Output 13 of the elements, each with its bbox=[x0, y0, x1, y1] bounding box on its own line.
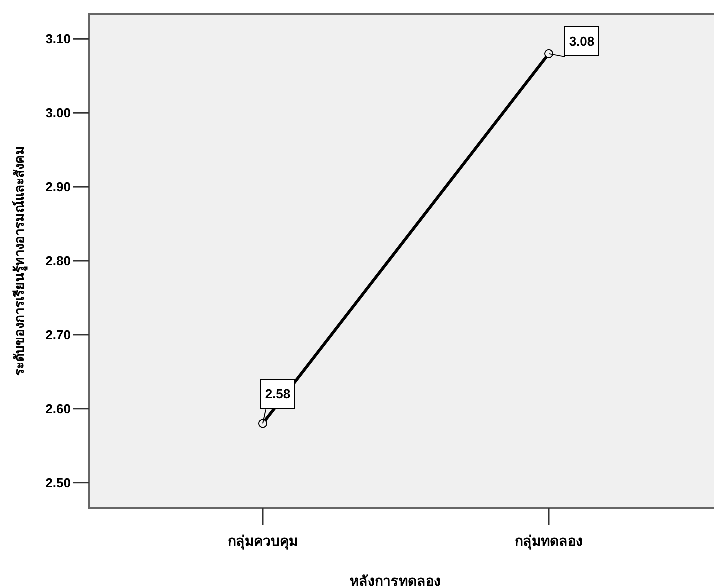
data-label: 2.58 bbox=[265, 386, 291, 402]
x-axis-title: หลังการทดลอง bbox=[350, 573, 441, 588]
y-tick-label: 2.60 bbox=[46, 401, 71, 416]
x-tick-label: กลุ่มควบคุม bbox=[228, 533, 298, 550]
y-tick-label: 2.70 bbox=[46, 328, 71, 342]
x-tick-label: กลุ่มทดลอง bbox=[515, 533, 583, 550]
y-tick-label: 2.50 bbox=[46, 475, 71, 490]
y-tick-label: 2.80 bbox=[46, 254, 71, 269]
y-tick-label: 3.00 bbox=[46, 106, 71, 121]
data-label: 3.08 bbox=[569, 34, 595, 49]
y-tick-label: 2.90 bbox=[46, 180, 71, 195]
y-axis-title: ระดับของการเรียนรู้ทางอารมณ์และสังคม bbox=[12, 146, 28, 376]
y-tick-label: 3.10 bbox=[46, 32, 71, 47]
